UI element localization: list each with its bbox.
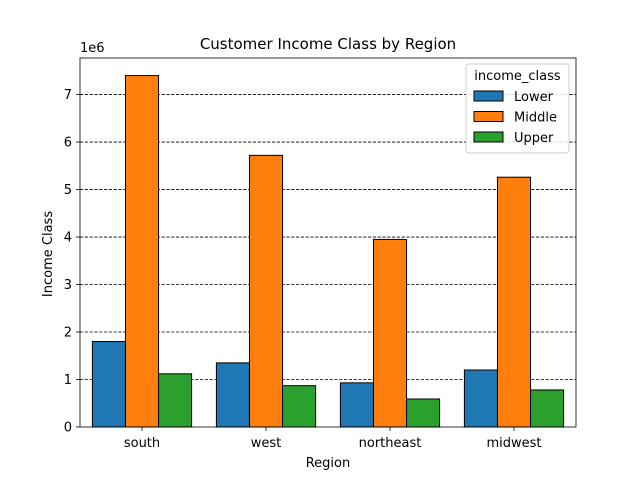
y-tick-label: 2 [64, 326, 72, 341]
legend-label-middle: Middle [514, 111, 557, 126]
bar-middle-midwest [496, 176, 532, 428]
legend-title: income_class [474, 69, 561, 84]
bar-middle-west [248, 154, 284, 428]
x-axis-title: Region [306, 456, 351, 471]
legend: income_class Lower Middle Upper [465, 63, 570, 154]
legend-box [465, 63, 570, 154]
bar-middle-south [124, 75, 160, 428]
bar-lower-south [91, 341, 126, 428]
y-tick-label: 5 [64, 183, 72, 198]
x-tick-label: northeast [359, 436, 422, 451]
x-tick-label: west [251, 436, 282, 451]
legend-label-upper: Upper [514, 131, 554, 146]
bar-upper-south [158, 373, 193, 428]
x-tick-label: south [124, 436, 160, 451]
y-tick-label: 7 [64, 88, 72, 103]
x-tick-label: midwest [486, 436, 541, 451]
y-tick-label: 6 [64, 136, 72, 151]
bar-lower-west [215, 362, 250, 428]
gridlines [80, 94, 576, 380]
axes: 0 1 2 3 4 5 6 7 south west northeast midwest [64, 57, 577, 451]
y-multiplier-label: 1e6 [80, 41, 105, 56]
legend-swatch-middle [473, 111, 504, 122]
bar-upper-midwest [530, 389, 565, 428]
bar-lower-midwest [463, 369, 498, 428]
legend-swatch-lower [473, 90, 504, 102]
y-tick-label: 1 [64, 373, 72, 388]
legend-swatch-upper [473, 131, 504, 143]
chart-title: Customer Income Class by Region [200, 35, 456, 53]
y-tick-label: 0 [64, 421, 72, 436]
bar-upper-west [282, 385, 317, 428]
legend-label-lower: Lower [514, 90, 554, 105]
y-tick-label: 3 [64, 278, 72, 293]
bar-upper-northeast [406, 398, 441, 428]
y-axis-title: Income Class [41, 211, 56, 297]
bar-middle-northeast [372, 238, 408, 428]
plot-frame [79, 57, 577, 428]
bar-lower-northeast [339, 382, 374, 428]
bars [91, 75, 565, 428]
y-tick-label: 4 [64, 231, 72, 246]
